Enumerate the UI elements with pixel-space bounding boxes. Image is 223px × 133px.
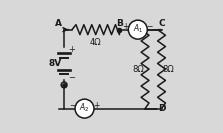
Text: D: D [158, 104, 166, 113]
Text: B: B [116, 19, 123, 28]
Text: $A_1$: $A_1$ [133, 23, 143, 35]
Text: 8V: 8V [48, 59, 62, 68]
Text: −: − [69, 101, 75, 110]
Circle shape [75, 99, 94, 118]
Text: 4Ω: 4Ω [90, 38, 101, 47]
Text: −: − [147, 22, 153, 31]
Circle shape [61, 82, 67, 88]
Text: 8Ω: 8Ω [133, 65, 145, 74]
Text: $A_2$: $A_2$ [79, 102, 90, 114]
Text: +: + [122, 22, 128, 31]
Text: C: C [159, 19, 165, 28]
Text: A: A [55, 19, 62, 28]
Text: −: − [68, 74, 75, 83]
Text: +: + [68, 45, 75, 54]
Text: +: + [93, 101, 99, 110]
Text: 8Ω: 8Ω [162, 65, 174, 74]
Circle shape [128, 20, 147, 39]
